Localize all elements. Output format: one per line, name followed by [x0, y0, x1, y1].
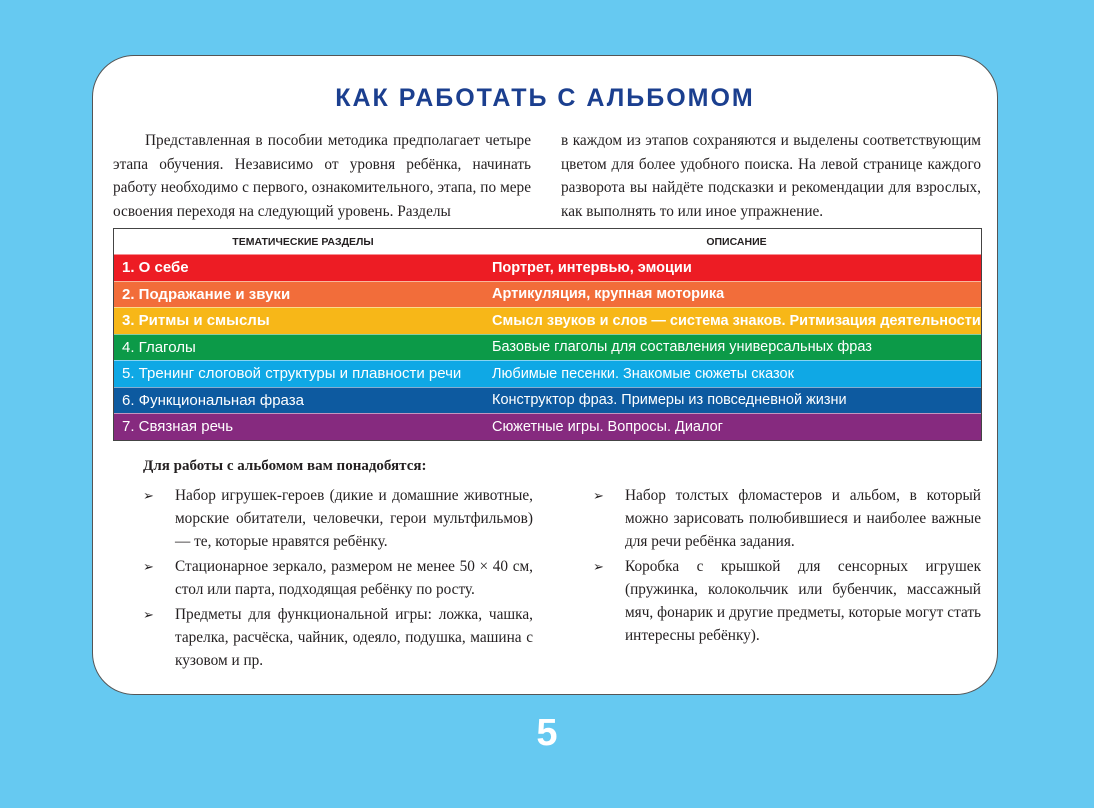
row-section: 2. Подражание и звуки — [122, 285, 291, 303]
intro-paragraph-left: Представленная в пособии методика предпо… — [113, 132, 531, 220]
row-section: 6. Функциональная фраза — [122, 391, 304, 409]
arrow-bullet-icon: ➢ — [593, 559, 604, 574]
row-section: 7. Связная речь — [122, 418, 234, 436]
row-section: 1. О себе — [122, 259, 189, 277]
row-description: Базовые глаголы для составления универса… — [492, 339, 872, 356]
table-row: 3. Ритмы и смыслы Смысл звуков и слов — с… — [114, 307, 981, 334]
arrow-bullet-icon: ➢ — [143, 559, 154, 574]
list-item: ➢ Набор толстых фломастеров и альбом, в к… — [593, 484, 981, 553]
list-item-text: Набор игрушек-героев (дикие и домашние ж… — [175, 487, 533, 550]
row-description: Сюжетные игры. Вопросы. Диалог — [492, 418, 723, 435]
list-item: ➢ Предметы для функциональной игры: ложка… — [143, 603, 533, 672]
row-description: Портрет, интервью, эмоции — [492, 259, 692, 276]
page-title: КАК РАБОТАТЬ С АЛЬБОМОМ — [335, 84, 755, 112]
table-row: 1. О себе Портрет, интервью, эмоции — [114, 254, 981, 281]
content-card: КАК РАБОТАТЬ С АЛЬБОМОМ Представленная в… — [92, 55, 998, 695]
list-item-text: Набор толстых фломастеров и альбом, в ко… — [625, 487, 981, 550]
list-item: ➢ Стационарное зеркало, размером не менее… — [143, 555, 533, 601]
needs-list-left: ➢ Набор игрушек-героев (дикие и домашние … — [143, 484, 533, 674]
row-section: 3. Ритмы и смыслы — [122, 312, 270, 330]
list-item-text: Предметы для функциональной игры: ложка,… — [175, 606, 533, 669]
table-row: 4. Глаголы Базовые глаголы для составлени… — [114, 333, 981, 360]
arrow-bullet-icon: ➢ — [593, 488, 604, 503]
row-description: Смысл звуков и слов — система знаков. Ри… — [492, 312, 981, 329]
arrow-bullet-icon: ➢ — [143, 607, 154, 622]
header-sections: ТЕМАТИЧЕСКИЕ РАЗДЕЛЫ — [232, 235, 374, 248]
sections-table: ТЕМАТИЧЕСКИЕ РАЗДЕЛЫ ОПИСАНИЕ 1. О себе П… — [113, 228, 982, 441]
list-item-text: Коробка с крышкой для сенсорных игрушек … — [625, 558, 981, 644]
table-row: 6. Функциональная фраза Конструктор фраз.… — [114, 386, 981, 413]
row-description: Артикуляция, крупная моторика — [492, 286, 725, 303]
list-item: ➢ Набор игрушек-героев (дикие и домашние … — [143, 484, 533, 553]
row-section: 4. Глаголы — [122, 338, 196, 356]
intro-paragraph-right: в каждом из этапов сохраняются и выделен… — [561, 132, 981, 220]
row-description: Конструктор фраз. Примеры из повседневно… — [492, 392, 847, 409]
header-description: ОПИСАНИЕ — [706, 235, 767, 248]
list-item-text: Стационарное зеркало, размером не менее … — [175, 558, 533, 598]
page-number: 5 — [536, 712, 558, 754]
needs-title: Для работы с альбомом вам понадобятся: — [143, 458, 427, 474]
table-row: 2. Подражание и звуки Артикуляция, крупна… — [114, 280, 981, 307]
needs-list-right: ➢ Набор толстых фломастеров и альбом, в к… — [593, 484, 981, 649]
row-description: Любимые песенки. Знакомые сюжеты сказок — [492, 365, 794, 382]
row-section: 5. Тренинг слоговой структуры и плавност… — [122, 365, 462, 383]
list-item: ➢ Коробка с крышкой для сенсорных игрушек… — [593, 555, 981, 647]
table-row: 7. Связная речь Сюжетные игры. Вопросы. Д… — [114, 413, 981, 440]
arrow-bullet-icon: ➢ — [143, 488, 154, 503]
table-header: ТЕМАТИЧЕСКИЕ РАЗДЕЛЫ ОПИСАНИЕ — [114, 229, 981, 254]
table-row: 5. Тренинг слоговой структуры и плавност… — [114, 360, 981, 387]
